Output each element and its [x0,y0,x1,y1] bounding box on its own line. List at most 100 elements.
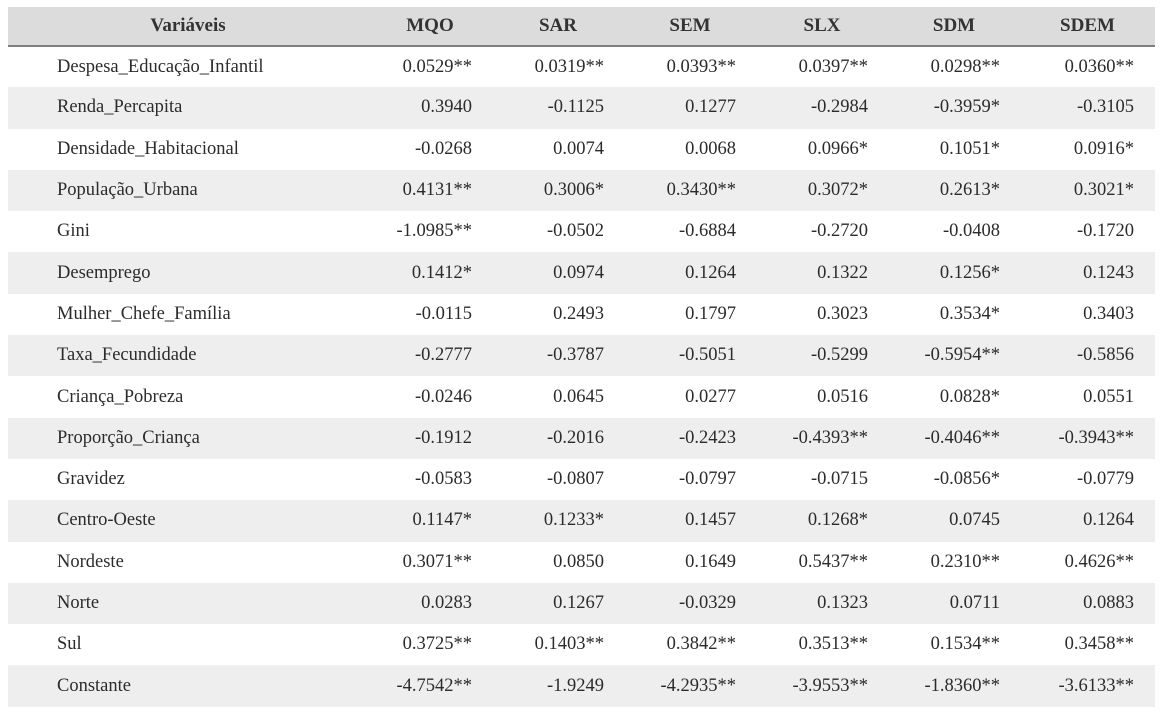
table-row: Taxa_Fecundidade -0.2777 -0.3787 -0.5051 -0.… [8,335,1155,377]
coef-cell-sem: 0.0068 [685,138,736,159]
coef-cell-sdem: 0.0916* [1073,138,1134,159]
coef-cell-sdm: -0.0856* [933,469,1000,490]
coef-cell-sdm: -0.5954** [924,345,1000,366]
coef-cell-mqo: 0.1147* [412,510,472,531]
coef-cell-sem: 0.1457 [685,510,736,531]
coef-cell-mqo: -0.1912 [414,427,472,448]
coef-cell-sar: 0.1267 [553,593,604,613]
coef-cell-sar: 0.1233* [543,510,604,531]
table-row: População_Urbana 0.4131** 0.3006* 0.3430** 0… [8,169,1155,212]
coef-cell-mqo: -4.7542** [396,675,472,696]
coef-cell-mqo: 0.0529** [402,56,472,77]
coef-cell-mqo: 0.1412* [411,262,472,283]
variable-name-cell: Mulher_Chefe_Família [57,303,231,324]
coef-cell-slx: -3.9553** [792,675,868,696]
variable-name-cell: População_Urbana [57,180,198,201]
coef-cell-sdem: 0.0551 [1083,386,1134,407]
coef-cell-sdem: 0.4626** [1064,551,1134,572]
header-sar: SAR [492,7,624,47]
coef-cell-sem: 0.1277 [685,97,736,118]
variable-name-cell: Centro-Oeste [57,510,156,531]
coef-cell-sdem: -0.0779 [1076,469,1134,490]
coef-cell-mqo: -1.0985** [396,221,472,242]
table-row: Densidade_Habitacional -0.0268 0.0074 0.006… [8,129,1155,170]
coef-cell-sdm: 0.2613* [939,180,1000,201]
header-mqo: MQO [368,7,492,47]
table-row: Gravidez -0.0583 -0.0807 -0.0797 -0.0715 -0.0… [8,459,1155,500]
coef-cell-mqo: -0.0246 [414,386,472,407]
coef-cell-sem: -4.2935** [660,675,736,696]
header-row: Variáveis MQO SAR SEM SLX SDM SDEM [8,7,1155,47]
header-sdem: SDEM [1020,7,1155,47]
coef-cell-slx: 0.1322 [817,262,868,283]
variable-name-cell: Gini [57,221,90,242]
variable-name-cell: Criança_Pobreza [57,386,184,407]
coef-cell-sdm: 0.0298** [930,56,1000,77]
coef-cell-mqo: 0.3725** [402,634,472,655]
coef-cell-sar: 0.3006* [543,180,604,201]
table-row: Criança_Pobreza -0.0246 0.0645 0.0277 0.0516… [8,376,1155,417]
coef-cell-sem: 0.3842** [666,634,736,655]
coef-cell-slx: 0.0966* [807,138,868,159]
coef-cell-sdm: 0.0711 [949,593,1000,613]
variable-name-cell: Gravidez [57,469,125,490]
coef-cell-sar: -1.9249 [546,675,604,696]
variable-name-cell: Constante [57,675,131,696]
coef-cell-sdm: 0.1051* [939,138,1000,159]
coef-cell-sar: 0.2493 [553,303,604,324]
coef-cell-mqo: -0.0583 [414,469,472,490]
coef-cell-sar: -0.1125 [547,97,604,118]
table-row: Renda_Percapita 0.3940 -0.1125 0.1277 -0.298… [8,87,1155,129]
coef-cell-slx: 0.1323 [817,593,868,613]
coef-cell-mqo: 0.0283 [421,593,472,613]
coef-cell-slx: 0.3513** [798,634,868,655]
coef-cell-sdem: 0.3403 [1083,303,1134,324]
coef-cell-sdem: 0.1243 [1083,262,1134,283]
coef-cell-slx: -0.4393** [792,427,868,448]
coef-cell-sdm: 0.3534* [939,303,1000,324]
coef-cell-slx: 0.1268* [807,510,868,531]
coef-cell-sdm: 0.0828* [939,386,1000,407]
coef-cell-sem: -0.0329 [678,593,736,613]
coef-cell-sdm: -0.4046** [924,427,1000,448]
coef-cell-mqo: -0.0268 [414,138,472,159]
coef-cell-sar: -0.0807 [546,469,604,490]
coef-cell-sdm: 0.0745 [949,510,1000,531]
table-row: Despesa_Educação_Infantil 0.0529** 0.0319*… [8,46,1155,87]
coef-cell-sar: 0.0645 [553,386,604,407]
variable-name-cell: Despesa_Educação_Infantil [57,56,264,77]
header-sem: SEM [624,7,756,47]
table-row: Proporção_Criança -0.1912 -0.2016 -0.2423 -0… [8,417,1155,459]
coef-cell-sem: -0.0797 [678,469,736,490]
coef-cell-sem: 0.1797 [685,303,736,324]
coef-cell-slx: 0.3023 [817,303,868,324]
coef-cell-sdem: 0.3021* [1073,180,1134,201]
coef-cell-mqo: -0.2777 [414,345,472,366]
header-sdm: SDM [888,7,1020,47]
coef-cell-sdem: 0.3458** [1064,634,1134,655]
coef-cell-sem: 0.0393** [666,56,736,77]
table-row: Sul 0.3725** 0.1403** 0.3842** 0.3513** 0.153… [8,624,1155,665]
coef-cell-slx: -0.5299 [810,345,868,366]
coef-cell-sdem: 0.0883 [1083,593,1134,613]
variable-name-cell: Taxa_Fecundidade [57,345,197,366]
coef-cell-sar: -0.0502 [546,221,604,242]
regression-table-container: Variáveis MQO SAR SEM SLX SDM SDEM Despe… [8,7,1155,707]
header-variaveis: Variáveis [8,7,368,47]
coef-cell-sar: 0.0074 [553,138,604,159]
coef-cell-mqo: -0.0115 [415,303,472,324]
coef-cell-sem: 0.0277 [685,386,736,407]
coef-cell-slx: 0.0516 [817,386,868,407]
coef-cell-sdem: -3.6133** [1058,675,1134,696]
table-row: Constante -4.7542** -1.9249 -4.2935** -3.955… [8,665,1155,707]
variable-name-cell: Nordeste [57,551,124,572]
coef-cell-sdm: 0.2310** [930,551,1000,572]
coef-cell-sdem: -0.3943** [1058,427,1134,448]
table-header: Variáveis MQO SAR SEM SLX SDM SDEM [8,7,1155,47]
variable-name-cell: Densidade_Habitacional [57,138,239,159]
coef-cell-sar: 0.0319** [534,56,604,77]
table-row: Centro-Oeste 0.1147* 0.1233* 0.1457 0.1268* 0… [8,500,1155,542]
table-row: Desemprego 0.1412* 0.0974 0.1264 0.1322 0.125… [8,252,1155,294]
coef-cell-sem: -0.6884 [678,221,736,242]
coef-cell-sdem: -0.3105 [1076,97,1134,118]
